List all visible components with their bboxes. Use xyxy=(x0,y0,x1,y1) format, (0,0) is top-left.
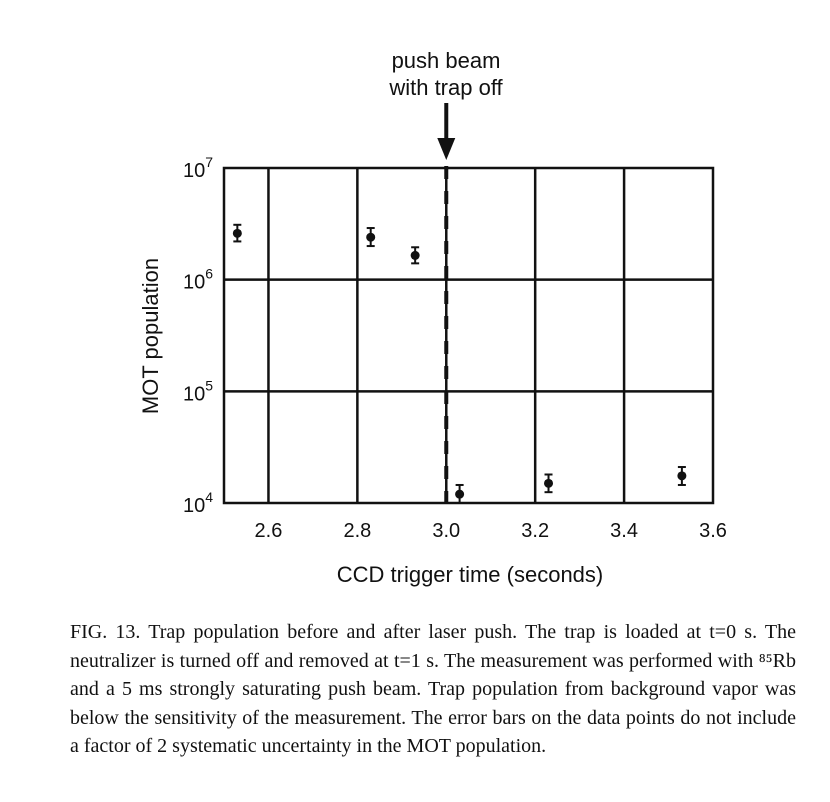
arrow-head xyxy=(437,138,456,160)
grid-lines xyxy=(224,168,713,503)
y-tick-labels: 104 105 106 107 xyxy=(183,154,213,517)
x-tick-label: 3.4 xyxy=(610,520,638,542)
point-marker xyxy=(455,489,465,499)
x-tick-label: 2.6 xyxy=(255,520,283,542)
x-tick-label: 3.2 xyxy=(521,520,549,542)
x-tick-label: 3.6 xyxy=(699,520,727,542)
data-points xyxy=(232,223,687,504)
y-tick-label: 105 xyxy=(183,377,213,405)
data-point xyxy=(455,483,465,504)
data-point xyxy=(544,473,554,494)
plot-border xyxy=(222,166,715,505)
caption-text: FIG. 13. Trap population before and afte… xyxy=(70,621,796,757)
mot-population-chart: 2.6 2.8 3.0 3.2 3.4 3.6 104 105 106 107 CCD trig… xyxy=(138,48,727,587)
y-tick-label: 104 xyxy=(183,489,213,517)
point-marker xyxy=(544,478,554,488)
point-marker xyxy=(366,232,376,242)
data-point xyxy=(677,466,687,486)
data-point xyxy=(410,246,420,265)
annotation-arrow xyxy=(437,103,456,160)
plot-frame xyxy=(222,166,715,505)
data-point xyxy=(232,223,242,243)
y-tick-label: 106 xyxy=(183,266,213,294)
y-tick-label: 107 xyxy=(183,154,213,182)
point-marker xyxy=(410,250,420,260)
point-marker xyxy=(677,471,687,481)
annotation-line-2: with trap off xyxy=(388,75,503,100)
data-point xyxy=(366,227,376,248)
figure-caption: FIG. 13. Trap population before and afte… xyxy=(70,618,796,761)
x-tick-label: 3.0 xyxy=(432,520,460,542)
x-tick-labels: 2.6 2.8 3.0 3.2 3.4 3.6 xyxy=(255,520,727,542)
x-tick-label: 2.8 xyxy=(343,520,371,542)
y-axis-title: MOT population xyxy=(138,258,163,414)
x-axis-title: CCD trigger time (seconds) xyxy=(337,562,604,587)
annotation-line-1: push beam xyxy=(392,48,501,73)
point-marker xyxy=(232,228,242,238)
